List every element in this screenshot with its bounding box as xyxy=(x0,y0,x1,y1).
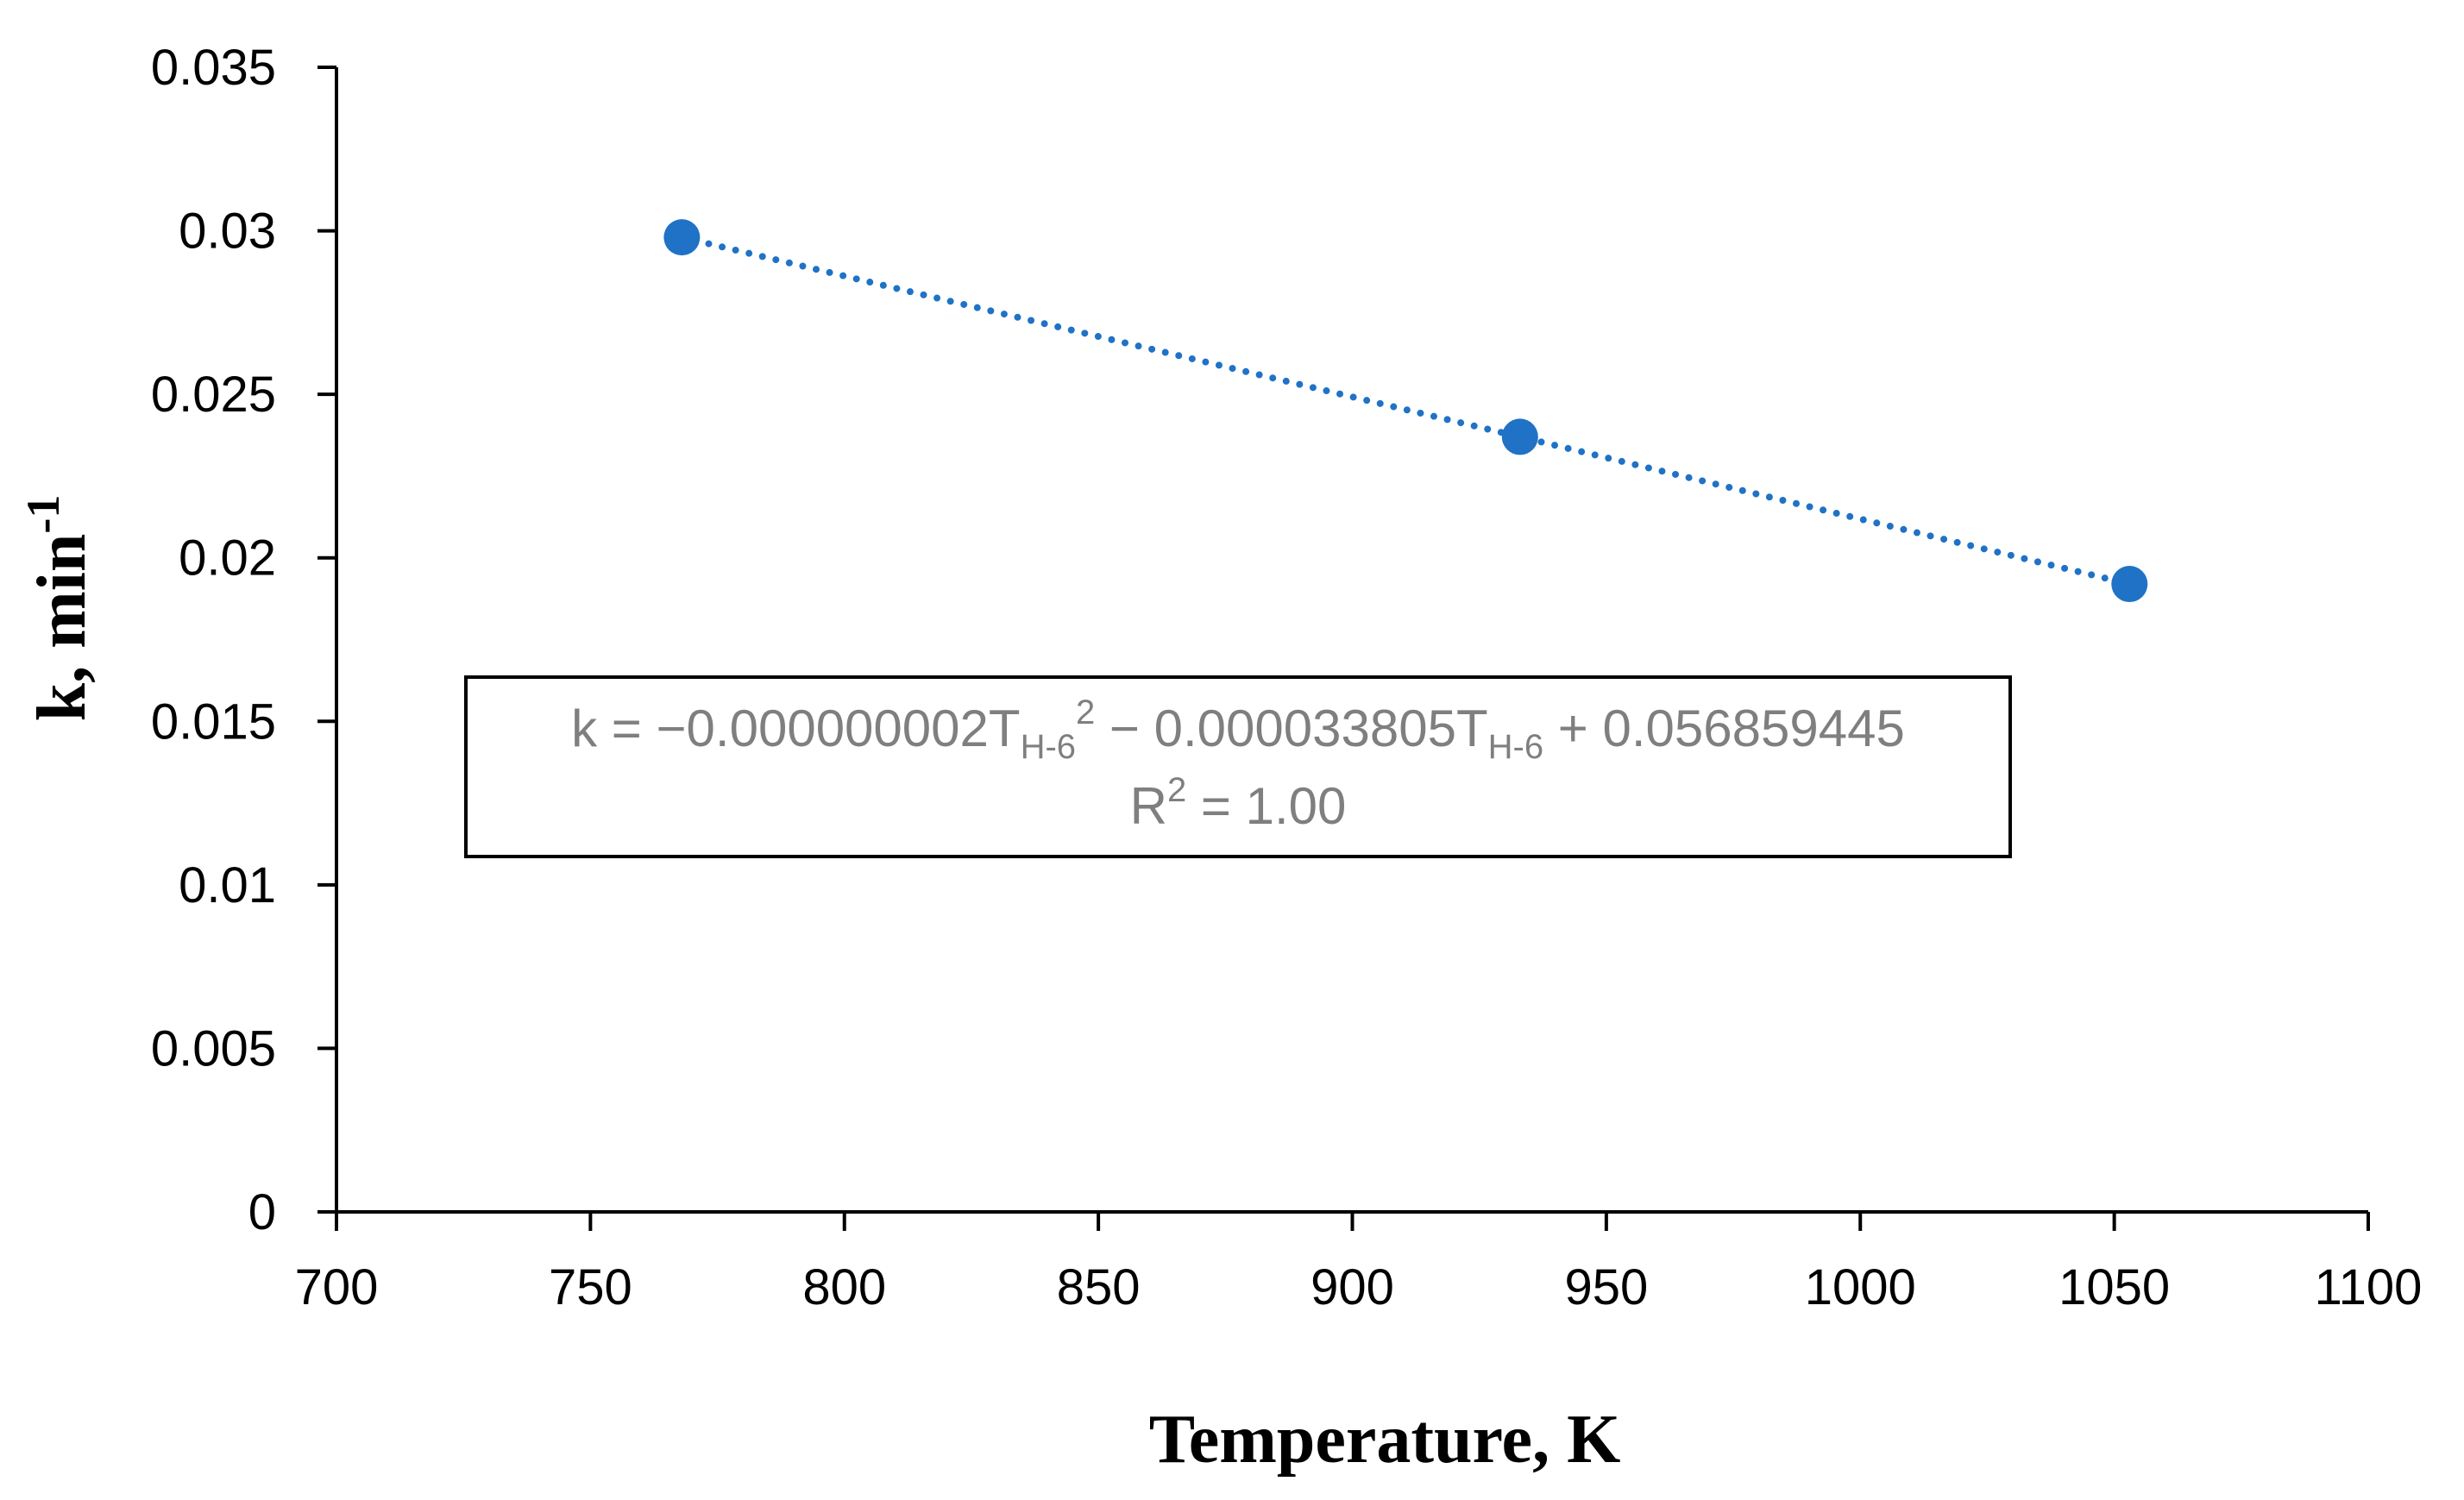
data-point xyxy=(2111,566,2148,603)
data-points xyxy=(663,219,2148,603)
x-tick-label: 700 xyxy=(295,1259,379,1315)
x-tick-label: 1050 xyxy=(2059,1259,2170,1315)
r-squared: R2 = 1.00 xyxy=(1130,771,1347,835)
x-tick-label: 750 xyxy=(549,1259,632,1315)
equation-box-frame xyxy=(464,675,2012,858)
x-tick-label: 800 xyxy=(802,1259,886,1315)
y-tick-label: 0.01 xyxy=(179,857,276,913)
trendline xyxy=(678,234,2134,588)
data-point xyxy=(663,219,701,256)
x-axis-title: Temperature, K xyxy=(1149,1402,1621,1478)
y-tick-label: 0.03 xyxy=(179,204,276,260)
y-tick-label: 0 xyxy=(248,1184,276,1240)
equation-box: k = −0.000000002TH-62 − 0.000033805TH-6 … xyxy=(464,675,2012,858)
x-tick-label: 850 xyxy=(1057,1259,1141,1315)
y-tick-label: 0.005 xyxy=(151,1020,276,1076)
x-tick-label: 1000 xyxy=(1805,1259,1916,1315)
x-ticks: 700 750 800 850 900 950 1000 1050 1100 xyxy=(295,1212,2423,1315)
y-ticks: 0 0.005 0.01 0.015 0.02 0.025 0.03 0.035 xyxy=(151,40,336,1240)
x-tick-label: 1100 xyxy=(2315,1259,2423,1315)
y-tick-label: 0.025 xyxy=(151,367,276,423)
data-point xyxy=(1501,418,1538,455)
y-axis-title: k, min-1 xyxy=(17,495,100,722)
trendline-group xyxy=(678,234,2134,588)
y-tick-label: 0.015 xyxy=(151,694,276,750)
x-tick-label: 900 xyxy=(1311,1259,1394,1315)
y-tick-label: 0.02 xyxy=(179,530,276,587)
y-tick-label: 0.035 xyxy=(151,40,276,96)
trendline-equation: k = −0.000000002TH-62 − 0.000033805TH-6 … xyxy=(571,694,1905,766)
x-tick-label: 950 xyxy=(1564,1259,1648,1315)
axes xyxy=(335,67,2368,1214)
